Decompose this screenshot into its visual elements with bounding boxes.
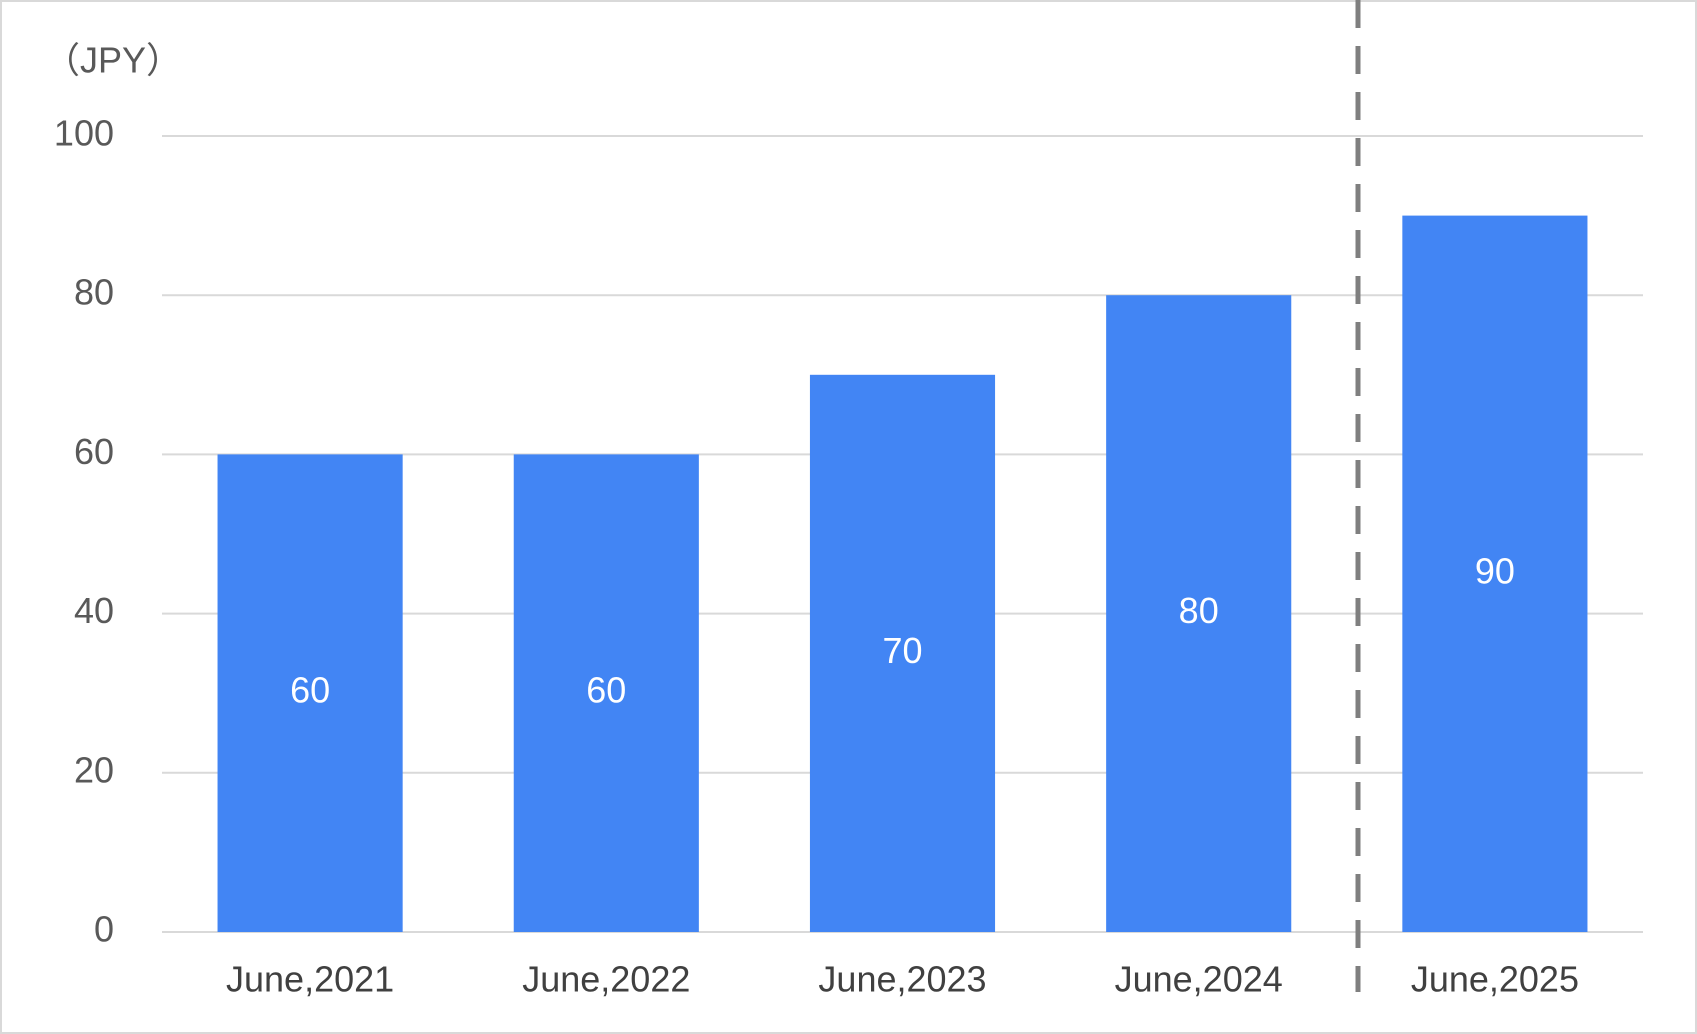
x-tick-label: June,2021 [226,959,394,1000]
data-label: 60 [586,670,626,711]
x-tick-label: June,2022 [522,959,690,1000]
y-tick-label: 80 [74,272,114,313]
bar [1106,295,1292,932]
y-tick-label: 100 [54,113,114,154]
bar [1402,215,1588,933]
y-tick-label: 60 [74,431,114,472]
bar [513,454,699,932]
bar [217,454,403,932]
data-label: 60 [290,670,330,711]
data-label: 80 [1179,590,1219,631]
x-tick-label: June,2025 [1411,959,1579,1000]
x-tick-label: June,2023 [818,959,986,1000]
x-tick-label: June,2024 [1115,959,1283,1000]
y-axis-label: （JPY） [44,40,182,81]
y-tick-label: 40 [74,590,114,631]
y-tick-label: 20 [74,749,114,790]
data-label: 70 [882,630,922,671]
data-label: 90 [1475,550,1515,591]
bar [809,374,996,932]
y-tick-label: 0 [94,909,114,950]
